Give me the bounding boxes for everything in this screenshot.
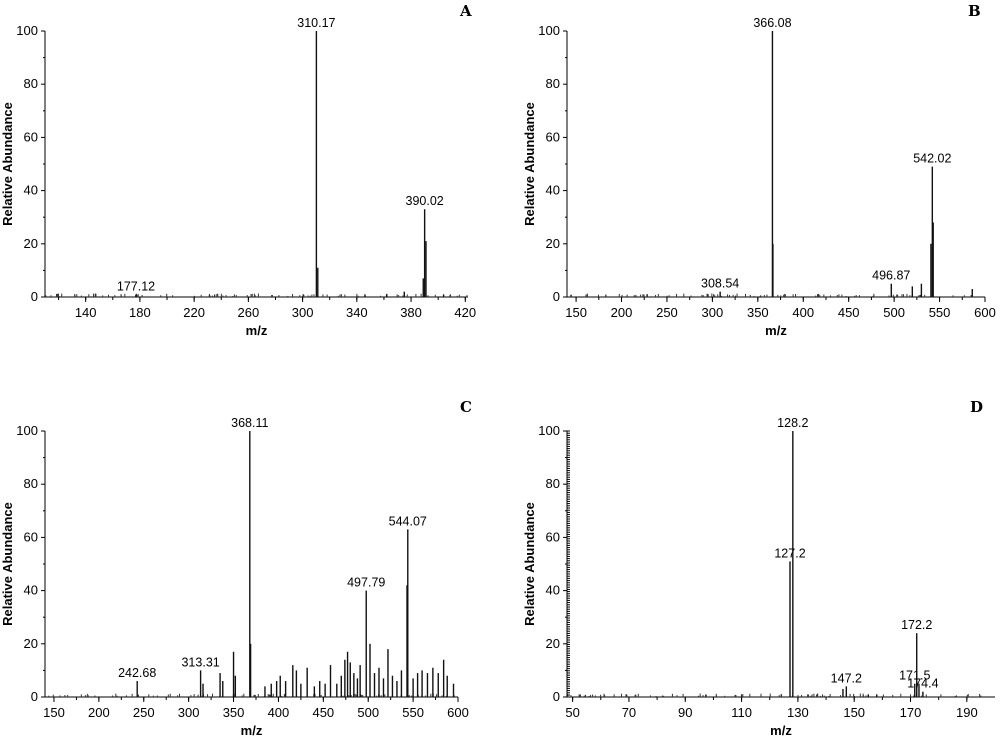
panel-b-y-tick-label: 80: [546, 76, 560, 91]
panel-a-x-axis-label: m/z: [246, 323, 268, 338]
panel-d-y-tick-label: 80: [546, 476, 560, 491]
panel-d-letter: D: [970, 398, 983, 416]
panel-c-peak-label: 242.68: [118, 666, 156, 680]
panel-b-x-tick-label: 500: [883, 305, 905, 320]
panel-d-y-axis-label: Relative Abundance: [522, 502, 537, 626]
panel-b-y-tick-label: 100: [538, 23, 560, 38]
panel-b-x-tick-label: 600: [974, 305, 996, 320]
panel-c-peak-label: 544.07: [389, 514, 427, 528]
panel-d-x-tick-label: 110: [731, 705, 752, 720]
panel-d: D 0 20 40 60 80 100 50 70 90 110 130 150 170 190 m/z Re…: [522, 398, 995, 738]
panel-c-y-tick-label: 40: [24, 583, 38, 598]
panel-a-peak-label: 177.12: [117, 279, 155, 293]
panel-b-x-tick-label: 200: [611, 305, 633, 320]
panel-c-y-tick-label: 60: [24, 529, 38, 544]
panel-c-x-tick-label: 600: [447, 705, 469, 720]
panel-d-x-tick-label: 130: [787, 705, 809, 720]
panel-b-x-tick-label: 400: [792, 305, 814, 320]
panel-a-x-tick-label: 300: [292, 305, 314, 320]
panel-a-x-tick-label: 180: [129, 305, 151, 320]
panel-c-x-tick-label: 500: [357, 705, 379, 720]
panel-c-y-tick-label: 20: [24, 636, 38, 651]
panel-c-x-tick-label: 250: [133, 705, 155, 720]
panel-b-y-tick-label: 20: [546, 236, 560, 251]
panel-c-x-tick-label: 350: [223, 705, 245, 720]
panel-a-y-tick-label: 80: [24, 76, 38, 91]
panel-c-peak-label: 368.11: [231, 416, 268, 430]
panel-b-x-tick-label: 450: [838, 305, 860, 320]
panel-d-x-tick-label: 70: [622, 705, 636, 720]
panel-c-x-tick-label: 150: [43, 705, 65, 720]
panel-d-y-tick-label: 100: [538, 423, 560, 438]
panel-b-x-tick-label: 550: [929, 305, 951, 320]
panel-a-y-tick-label: 0: [31, 289, 38, 304]
panel-a-peak-label: 390.02: [406, 194, 444, 208]
panel-c-peak-label: 313.31: [181, 655, 219, 669]
panel-d-peak-label: 172.2: [901, 618, 932, 632]
panel-d-peak-label: 127.2: [774, 546, 805, 560]
panel-a: A 0 20 40 60 80 100 140 180 220 260 300 340 380 420 m/…: [0, 2, 476, 338]
panel-b-y-tick-label: 60: [546, 129, 560, 144]
panel-d-peak-label: 147.2: [831, 671, 862, 685]
panel-a-plot: 0 20 40 60 80 100 140 180 220 260 300 340 380 420 m/z R…: [0, 16, 476, 338]
panel-a-x-tick-label: 260: [238, 305, 260, 320]
panel-d-x-axis-label: m/z: [770, 723, 792, 738]
panel-c-y-tick-label: 100: [16, 423, 38, 438]
panel-d-y-tick-label: 60: [546, 529, 560, 544]
panel-c-y-tick-label: 80: [24, 476, 38, 491]
panel-a-y-axis-label: Relative Abundance: [0, 102, 15, 226]
panel-d-y-tick-label: 20: [546, 636, 560, 651]
panel-b-x-axis-label: m/z: [765, 323, 787, 338]
panel-b-x-tick-label: 300: [702, 305, 724, 320]
panel-c: C 0 20 40 60 80 100 150 200 250 300 350 400 450 500 55…: [0, 398, 472, 738]
panel-b-y-tick-label: 40: [546, 183, 560, 198]
panel-b-y-tick-label: 0: [553, 289, 560, 304]
panel-b-letter: B: [968, 2, 981, 20]
panel-b-peak-label: 308.54: [701, 277, 739, 291]
panel-a-y-tick-label: 40: [24, 183, 38, 198]
panel-d-x-tick-label: 170: [900, 705, 922, 720]
panel-a-y-tick-label: 60: [24, 129, 38, 144]
panel-c-x-tick-label: 200: [88, 705, 110, 720]
panel-b-x-tick-label: 350: [747, 305, 769, 320]
panel-b-peak-label: 366.08: [753, 16, 791, 30]
panel-b-peak-label: 496.87: [872, 269, 910, 283]
panel-c-x-axis-label: m/z: [241, 723, 263, 738]
panel-d-x-tick-label: 150: [843, 705, 865, 720]
panel-c-letter: C: [460, 398, 472, 416]
panel-c-plot: 0 20 40 60 80 100 150 200 250 300 350 400 450 500 550 6…: [0, 416, 469, 738]
panel-b-x-tick-label: 150: [565, 305, 587, 320]
panel-a-y-tick-label: 20: [24, 236, 38, 251]
panel-a-x-tick-label: 220: [183, 305, 205, 320]
panel-b-peak-label: 542.02: [913, 152, 951, 166]
panel-a-x-tick-label: 420: [454, 305, 476, 320]
panel-d-x-tick-label: 90: [678, 705, 692, 720]
panel-c-x-tick-label: 550: [402, 705, 424, 720]
panel-c-y-tick-label: 0: [31, 689, 38, 704]
panel-d-x-tick-label: 50: [565, 705, 579, 720]
panel-d-y-tick-label: 0: [553, 689, 560, 704]
panel-c-peak-label: 497.79: [347, 576, 385, 590]
panel-a-x-tick-label: 140: [75, 305, 97, 320]
panel-a-x-tick-label: 340: [346, 305, 368, 320]
panel-d-x-tick-label: 190: [956, 705, 978, 720]
panel-d-peak-label: 171.5: [899, 669, 930, 683]
panel-d-peak-label: 174.4: [907, 677, 938, 691]
panel-d-y-tick-label: 40: [546, 583, 560, 598]
panel-b-plot: 0 20 40 60 80 100 150 200 250 300 350 400 450 500 550 6…: [522, 16, 996, 338]
panel-c-x-tick-label: 300: [178, 705, 200, 720]
panel-a-peak-label: 310.17: [297, 16, 335, 30]
panel-b-x-tick-label: 250: [656, 305, 678, 320]
panel-b: B 0 20 40 60 80 100 150 200 250 300 350 400 450 500 55…: [522, 2, 996, 338]
panel-d-plot: 0 20 40 60 80 100 50 70 90 110 130 150 170 190 m/z Rela…: [522, 416, 995, 738]
panel-a-letter: A: [459, 2, 472, 20]
panel-a-y-tick-label: 100: [16, 23, 38, 38]
panel-b-y-axis-label: Relative Abundance: [522, 102, 537, 226]
panel-c-y-axis-label: Relative Abundance: [0, 502, 15, 626]
panel-a-x-tick-label: 380: [400, 305, 422, 320]
panel-d-peak-label: 128.2: [777, 416, 808, 430]
panel-c-x-tick-label: 400: [268, 705, 290, 720]
panel-c-x-tick-label: 450: [312, 705, 334, 720]
